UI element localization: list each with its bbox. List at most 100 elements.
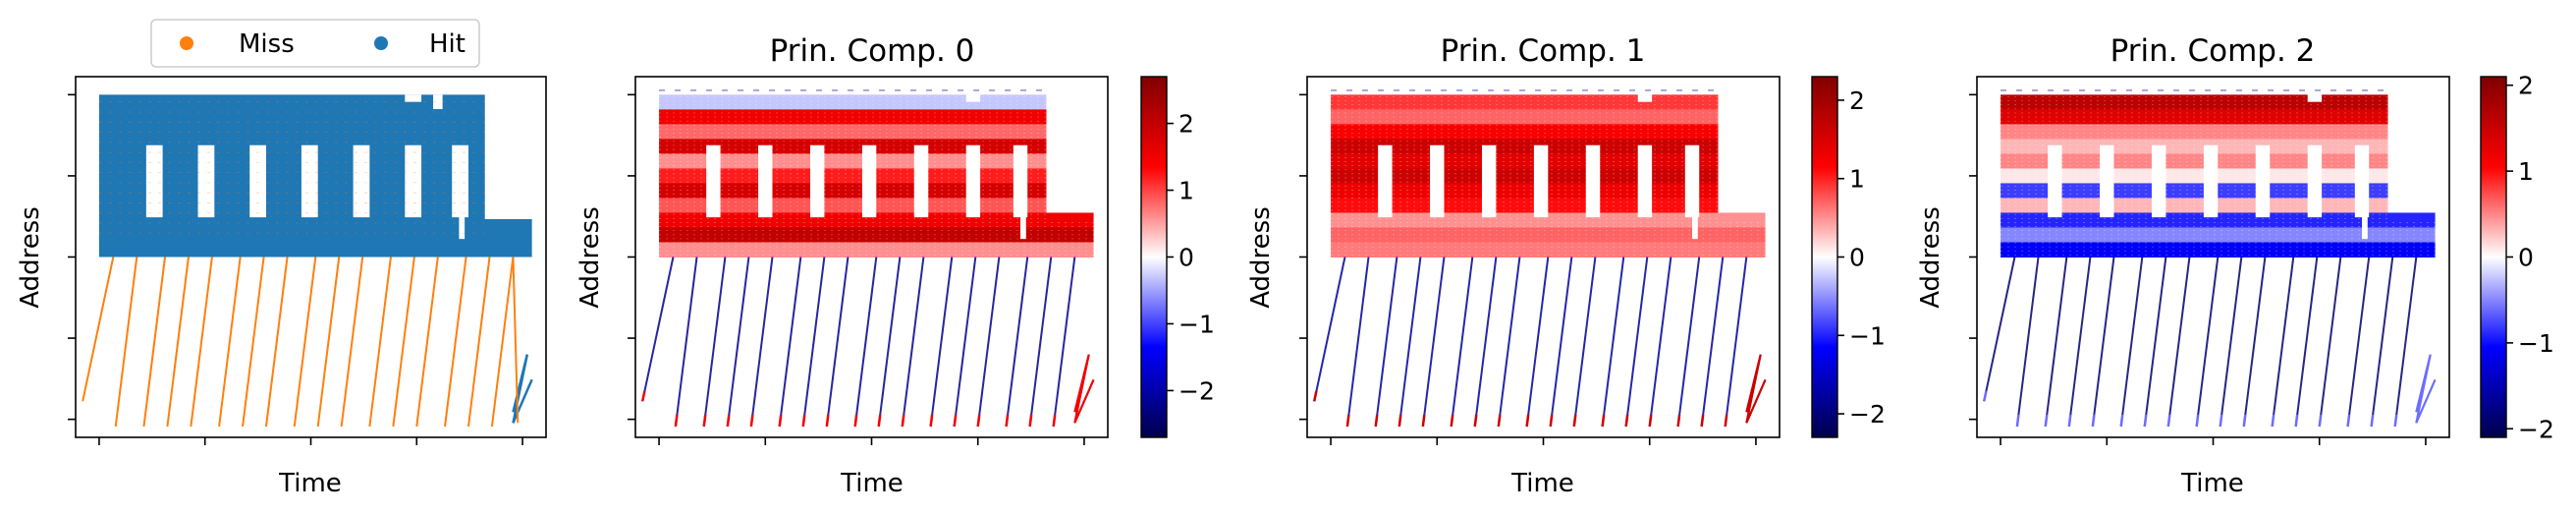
address-gap: [1430, 144, 1445, 218]
colorbar-tick-label: −2: [1849, 400, 1886, 428]
stride-tip: [2370, 414, 2375, 428]
colorbar-tick-label: 0: [1178, 244, 1194, 272]
colorbar-tick-label: −1: [2518, 329, 2554, 358]
stride-line: [1724, 257, 1748, 428]
stride-tip: [2393, 414, 2398, 428]
stride-tip: [1374, 414, 1379, 428]
stride-line: [726, 257, 750, 428]
heatmap-band: [1331, 242, 1766, 257]
colorbar-gradient: [2480, 76, 2507, 438]
address-gap: [965, 144, 981, 218]
legend-box: [150, 19, 480, 68]
stride-tip: [877, 414, 882, 428]
address-gap: [197, 144, 215, 218]
stride-tip: [1421, 414, 1426, 428]
stride-tail: [1745, 354, 1767, 424]
stride-line: [877, 257, 902, 428]
axis-ticks: [628, 93, 1085, 445]
colorbar-tick-label: −2: [2518, 415, 2554, 443]
hit-tail: [512, 354, 533, 424]
stride-line: [2370, 257, 2394, 428]
heatmap-band: [1331, 183, 1719, 199]
stride-tip: [1052, 414, 1057, 428]
heatmap-band: [2001, 109, 2388, 125]
stride-tip: [2044, 414, 2049, 428]
axis-ticks: [1299, 93, 1757, 445]
stride-tip: [1312, 390, 1318, 402]
miss-stride-line: [512, 257, 520, 424]
stride-line: [1497, 257, 1521, 428]
pc2-panel: Prin. Comp. 2 Time Address 2 1 0 −1 −2: [1916, 33, 2554, 498]
stride-line: [2242, 257, 2267, 428]
cache-access-panel: Miss Hit Time Address: [16, 19, 547, 498]
heatmap-band: [659, 153, 1047, 169]
address-gap: [2151, 144, 2166, 218]
pc0-panel: Prin. Comp. 0 Time Address 2 1 0 −1 −2: [575, 33, 1215, 498]
stride-line: [2219, 257, 2243, 428]
address-gap: [405, 144, 422, 218]
stride-tip: [726, 414, 731, 428]
miss-stride-line: [293, 257, 317, 428]
stride-line: [1572, 257, 1597, 428]
stride-tip: [1676, 414, 1681, 428]
stride-tip: [2091, 414, 2096, 428]
stride-tip: [1345, 414, 1350, 428]
stride-line: [1624, 257, 1649, 428]
stride-line: [953, 257, 977, 428]
heatmap-band: [1331, 227, 1766, 243]
y-axis-label: Address: [575, 206, 605, 309]
miss-stride-line: [190, 257, 213, 428]
heatmap-band: [659, 227, 1094, 243]
stride-tip: [953, 414, 958, 428]
heatmap-band: [659, 94, 1047, 110]
stride-line: [2044, 257, 2068, 428]
address-gap: [2307, 92, 2323, 102]
stride-tip: [2166, 414, 2171, 428]
miss-stride-line: [444, 257, 467, 428]
chart-title: Prin. Comp. 2: [2110, 33, 2316, 69]
stride-tip: [2195, 414, 2200, 428]
stride-line: [2119, 257, 2144, 428]
miss-stride-line: [142, 257, 167, 428]
stride-tip: [640, 390, 646, 402]
stride-tip: [976, 414, 981, 428]
stride-tip: [749, 414, 754, 428]
axis-ticks: [68, 93, 523, 445]
heatmap-band: [2001, 212, 2436, 228]
address-gap: [1637, 144, 1653, 218]
stride-line: [1700, 257, 1725, 428]
heatmap-band: [659, 109, 1047, 125]
miss-stride-line: [82, 257, 115, 402]
address-gap: [1481, 144, 1497, 218]
stride-line: [2195, 257, 2220, 428]
address-gap: [965, 92, 981, 102]
y-axis-label: Address: [16, 206, 45, 309]
stride-tip: [825, 414, 830, 428]
address-gap: [301, 144, 318, 218]
stride-line: [1983, 257, 2016, 402]
x-axis-label: Time: [1510, 469, 1574, 498]
heatmap-band: [2001, 198, 2388, 213]
address-gap: [1585, 144, 1601, 218]
address-gap: [1692, 185, 1698, 240]
colorbar-tick-label: 0: [1849, 244, 1865, 272]
heatmap-plot-area: [1982, 89, 2437, 428]
stride-line: [749, 257, 774, 428]
heatmap-band: [1331, 198, 1719, 213]
stride-line: [2091, 257, 2115, 428]
stride-tip: [1624, 414, 1629, 428]
address-gap: [433, 94, 443, 110]
stride-line: [702, 257, 727, 428]
stride-line: [1345, 257, 1370, 428]
address-gap: [1637, 92, 1653, 102]
miss-stride-line: [114, 257, 138, 428]
colorbar-tick-label: 0: [2518, 244, 2534, 272]
miss-stride-line: [242, 257, 265, 428]
stride-tip: [702, 414, 707, 428]
miss-stride-line: [368, 257, 392, 428]
address-gap: [249, 144, 266, 218]
scatter-plot-area: [82, 94, 533, 428]
heatmap-band: [2001, 168, 2388, 184]
colorbar-tick-label: 1: [1178, 177, 1194, 205]
